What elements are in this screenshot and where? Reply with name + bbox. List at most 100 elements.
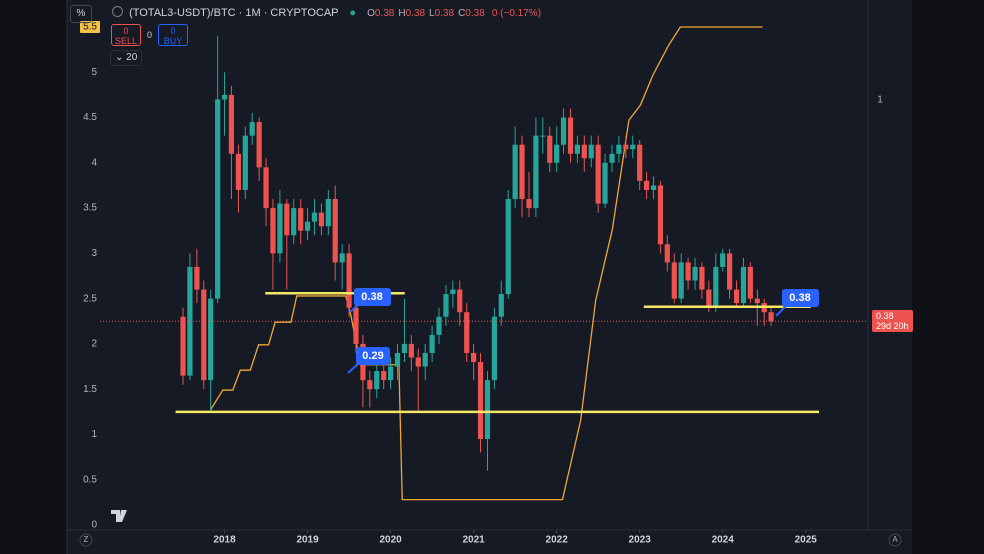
candle-body (588, 144, 594, 159)
candle-body (443, 294, 449, 317)
candle-body (304, 221, 311, 231)
candle-body (567, 117, 574, 154)
x-tick-label: 2024 (712, 535, 735, 546)
ohlc-key: L (429, 8, 435, 19)
buy-button[interactable]: 0 BUY (158, 24, 188, 46)
symbol: (TOTAL3-USDT)/BTC · 1M · CRYPTOCAP (129, 7, 339, 19)
callout-pointer (775, 305, 787, 317)
callout-pointer (347, 363, 359, 374)
candle-body (464, 312, 470, 353)
y-tick-label: 5 (91, 67, 97, 78)
candle-body (298, 208, 304, 231)
candle-body (415, 357, 421, 367)
x-tick-label: 2023 (629, 535, 652, 546)
candle-body (332, 199, 338, 263)
x-tick-label: 2021 (462, 535, 485, 546)
candle-body (533, 135, 539, 209)
ohlc-value: 0.38 (405, 8, 426, 19)
price-tag-price: 0.38 (876, 311, 894, 322)
sell-count: 0 (123, 26, 129, 36)
candle-body (208, 298, 214, 381)
candle-body (512, 144, 518, 200)
candle-body (221, 94, 228, 100)
y-tick-label: 3 (91, 248, 97, 259)
indicators-toggle[interactable]: ⌄ 20 (110, 50, 143, 66)
candle-body (228, 94, 235, 154)
y-tick-label: 2.5 (83, 293, 97, 304)
callout-label: 0.38 (361, 291, 382, 303)
candle-body (768, 312, 774, 322)
candle-body (713, 266, 719, 308)
y-tick-label: 3.5 (83, 203, 97, 214)
candle-body (318, 212, 325, 227)
candle-body (477, 362, 484, 439)
candle-body (540, 135, 546, 137)
ohlc-value: 0.38 (465, 8, 485, 19)
symbol-icon (112, 6, 123, 17)
y-tick-label: 5.5 (83, 22, 97, 33)
y-tick-label: 1.5 (83, 384, 97, 395)
candle-body (387, 366, 394, 381)
candle-body (657, 185, 664, 245)
y-tick-label: 4 (91, 157, 97, 168)
callout-label: 0.29 (362, 350, 383, 362)
candle-body (554, 144, 560, 163)
legend-row: (TOTAL3-USDT)/BTC · 1M · CRYPTOCAP ● O0.… (112, 6, 541, 19)
ohlc-key: C (458, 8, 466, 19)
candle-body (471, 352, 477, 363)
candle-body (194, 266, 200, 290)
candle-body (235, 153, 242, 190)
candle-body (311, 212, 318, 222)
candle-body (740, 266, 747, 304)
corner-button-label[interactable]: Z (84, 535, 89, 544)
candle-body (256, 122, 262, 168)
candle-body (450, 289, 456, 295)
candle-body (595, 144, 601, 204)
candle-body (650, 185, 657, 190)
spread: 0 (147, 30, 153, 40)
candle-body (429, 334, 435, 353)
tv-logo (111, 510, 127, 522)
x-tick-label: 2025 (795, 535, 818, 546)
corner-button-label[interactable]: A (892, 535, 898, 544)
ohlc-value: 0.38 (434, 8, 455, 19)
candle-body (505, 199, 511, 295)
buy-label: BUY (163, 36, 183, 46)
candle-body (436, 316, 442, 335)
candle-body (270, 208, 276, 254)
candle-body (623, 144, 629, 150)
candle-body (685, 262, 691, 281)
corner-button[interactable] (79, 533, 93, 547)
callout-label: 0.38 (789, 292, 810, 304)
status-dot: ● (349, 7, 357, 19)
candle-body (180, 316, 186, 376)
candle-body (519, 144, 525, 200)
candle-body (401, 343, 408, 353)
candle-body (201, 289, 207, 381)
sell-button[interactable]: 0 SELL (111, 24, 141, 46)
candle-body (374, 371, 380, 390)
candle-body (353, 307, 359, 344)
y-tick-label: 0 (91, 520, 97, 531)
candle-body (699, 266, 705, 290)
candle-body (526, 199, 532, 209)
corner-button[interactable] (888, 533, 902, 547)
candle-body (394, 352, 401, 367)
scale-button[interactable]: % (70, 5, 92, 23)
candle-body (720, 253, 726, 267)
price-tag-countdown: 29d 20h (876, 321, 909, 332)
y-tick-label: 2 (91, 339, 97, 350)
y-tick-label: 4.5 (83, 112, 97, 123)
ohlc: O0.38 H0.38 L0.38 C0.38 (367, 8, 489, 19)
candle-body (325, 199, 331, 227)
candle-body (754, 298, 760, 304)
callout (356, 347, 390, 365)
callout (782, 289, 819, 307)
candle-body (602, 162, 608, 204)
indicator-count: 20 (126, 52, 138, 63)
candle-body (609, 153, 615, 163)
callout-pointer (349, 304, 359, 313)
candle-body (291, 208, 297, 236)
candle-body (263, 167, 269, 209)
